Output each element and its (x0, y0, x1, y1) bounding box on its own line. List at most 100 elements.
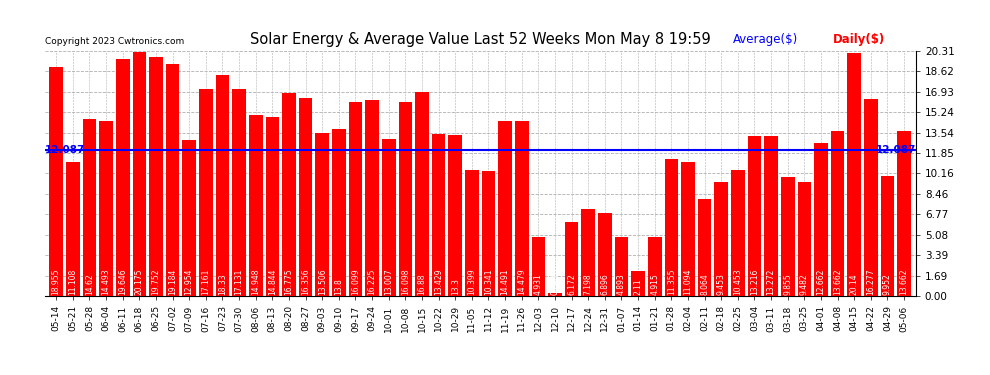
Text: 14.62: 14.62 (85, 273, 94, 295)
Bar (831, 131, 844, 296)
Text: 13.662: 13.662 (900, 268, 909, 295)
Text: 13.506: 13.506 (318, 268, 327, 295)
Text: 13.3: 13.3 (450, 278, 459, 295)
Bar (664, 159, 678, 296)
Text: 6.172: 6.172 (567, 273, 576, 295)
Bar (532, 237, 545, 296)
Bar (282, 93, 296, 296)
Bar (647, 237, 661, 296)
Bar (133, 52, 147, 296)
Text: 4.931: 4.931 (534, 273, 543, 295)
Bar (864, 99, 878, 296)
Text: 16.225: 16.225 (367, 268, 376, 295)
Text: 9.855: 9.855 (783, 273, 792, 295)
Bar (715, 182, 728, 296)
Text: 12.662: 12.662 (817, 268, 826, 295)
Text: Copyright 2023 Cwtronics.com: Copyright 2023 Cwtronics.com (45, 37, 184, 46)
Bar (399, 102, 412, 296)
Text: 13.007: 13.007 (384, 268, 393, 295)
Bar (681, 162, 695, 296)
Text: 16.775: 16.775 (284, 268, 293, 295)
Text: 16.356: 16.356 (301, 268, 310, 295)
Bar (365, 100, 379, 296)
Text: 20.175: 20.175 (135, 268, 144, 295)
Bar (99, 121, 113, 296)
Text: 2.11: 2.11 (634, 278, 643, 295)
Bar (299, 99, 313, 296)
Bar (165, 64, 179, 296)
Bar (498, 121, 512, 296)
Text: 9.482: 9.482 (800, 273, 809, 295)
Text: 13.8: 13.8 (335, 278, 344, 295)
Text: 8.064: 8.064 (700, 273, 709, 295)
Bar (482, 171, 495, 296)
Bar (432, 134, 446, 296)
Text: Daily($): Daily($) (833, 33, 885, 46)
Bar (798, 182, 811, 296)
Text: 9.453: 9.453 (717, 273, 726, 295)
Text: 16.88: 16.88 (418, 273, 427, 295)
Bar (66, 162, 79, 296)
Bar (265, 117, 279, 296)
Text: 11.108: 11.108 (68, 269, 77, 295)
Bar (149, 57, 162, 296)
Text: 10.453: 10.453 (734, 268, 742, 295)
Bar (581, 209, 595, 296)
Text: 16.098: 16.098 (401, 268, 410, 295)
Text: 11.094: 11.094 (683, 268, 692, 295)
Bar (764, 136, 778, 296)
Text: 13.272: 13.272 (766, 268, 775, 295)
Bar (248, 116, 262, 296)
Text: 14.844: 14.844 (268, 268, 277, 295)
Bar (731, 170, 744, 296)
Bar (182, 140, 196, 296)
Text: 12.954: 12.954 (185, 268, 194, 295)
Text: 14.493: 14.493 (102, 268, 111, 295)
Text: 13.216: 13.216 (750, 268, 759, 295)
Text: 12.087: 12.087 (45, 145, 85, 155)
Text: 12.087: 12.087 (875, 145, 916, 155)
Text: 13.429: 13.429 (434, 268, 444, 295)
Bar (847, 53, 861, 296)
Text: 18.955: 18.955 (51, 268, 60, 295)
Text: 9.952: 9.952 (883, 273, 892, 295)
Text: 4.915: 4.915 (650, 273, 659, 295)
Bar (747, 136, 761, 296)
Text: Average($): Average($) (733, 33, 798, 46)
Bar (216, 75, 230, 296)
Bar (781, 177, 795, 296)
Bar (698, 199, 712, 296)
Text: 14.479: 14.479 (517, 268, 527, 295)
Bar (448, 135, 462, 296)
Bar (897, 131, 911, 296)
Text: 19.184: 19.184 (168, 268, 177, 295)
Title: Solar Energy & Average Value Last 52 Weeks Mon May 8 19:59: Solar Energy & Average Value Last 52 Wee… (249, 32, 711, 46)
Text: 13.662: 13.662 (834, 268, 842, 295)
Text: 17.161: 17.161 (201, 268, 210, 295)
Text: 11.355: 11.355 (667, 268, 676, 295)
Bar (814, 143, 828, 296)
Bar (199, 89, 213, 296)
Text: 16.277: 16.277 (866, 268, 875, 295)
Bar (316, 133, 329, 296)
Text: 0.243: 0.243 (550, 273, 559, 295)
Bar (564, 222, 578, 296)
Text: 19.752: 19.752 (151, 268, 160, 295)
Bar (382, 139, 396, 296)
Text: 18.33: 18.33 (218, 273, 227, 295)
Bar (415, 92, 429, 296)
Text: 7.198: 7.198 (584, 273, 593, 295)
Bar (615, 237, 629, 296)
Text: 17.131: 17.131 (235, 268, 244, 295)
Bar (348, 102, 362, 296)
Text: 14.491: 14.491 (501, 268, 510, 295)
Text: 10.341: 10.341 (484, 268, 493, 295)
Bar (515, 121, 529, 296)
Bar (548, 293, 561, 296)
Bar (465, 171, 478, 296)
Text: 4.893: 4.893 (617, 273, 626, 295)
Text: 20.14: 20.14 (849, 273, 858, 295)
Bar (332, 129, 346, 296)
Text: 6.896: 6.896 (600, 273, 609, 295)
Bar (632, 271, 644, 296)
